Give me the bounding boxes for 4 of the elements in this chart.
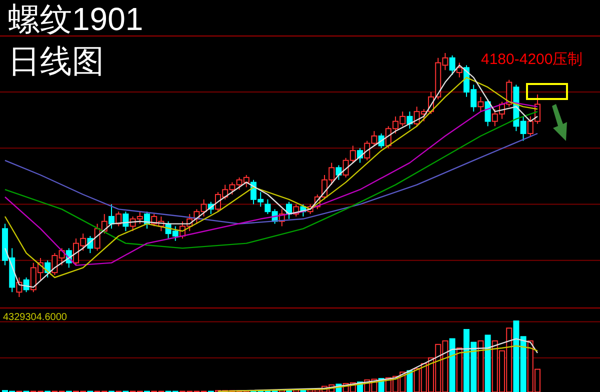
chart-title: 螺纹1901 [8, 1, 144, 37]
annotation: 4329304.6000 [3, 312, 68, 323]
chart-subtitle: 日线图 [8, 43, 104, 79]
annotation: 4180-4200压制 [481, 51, 583, 68]
